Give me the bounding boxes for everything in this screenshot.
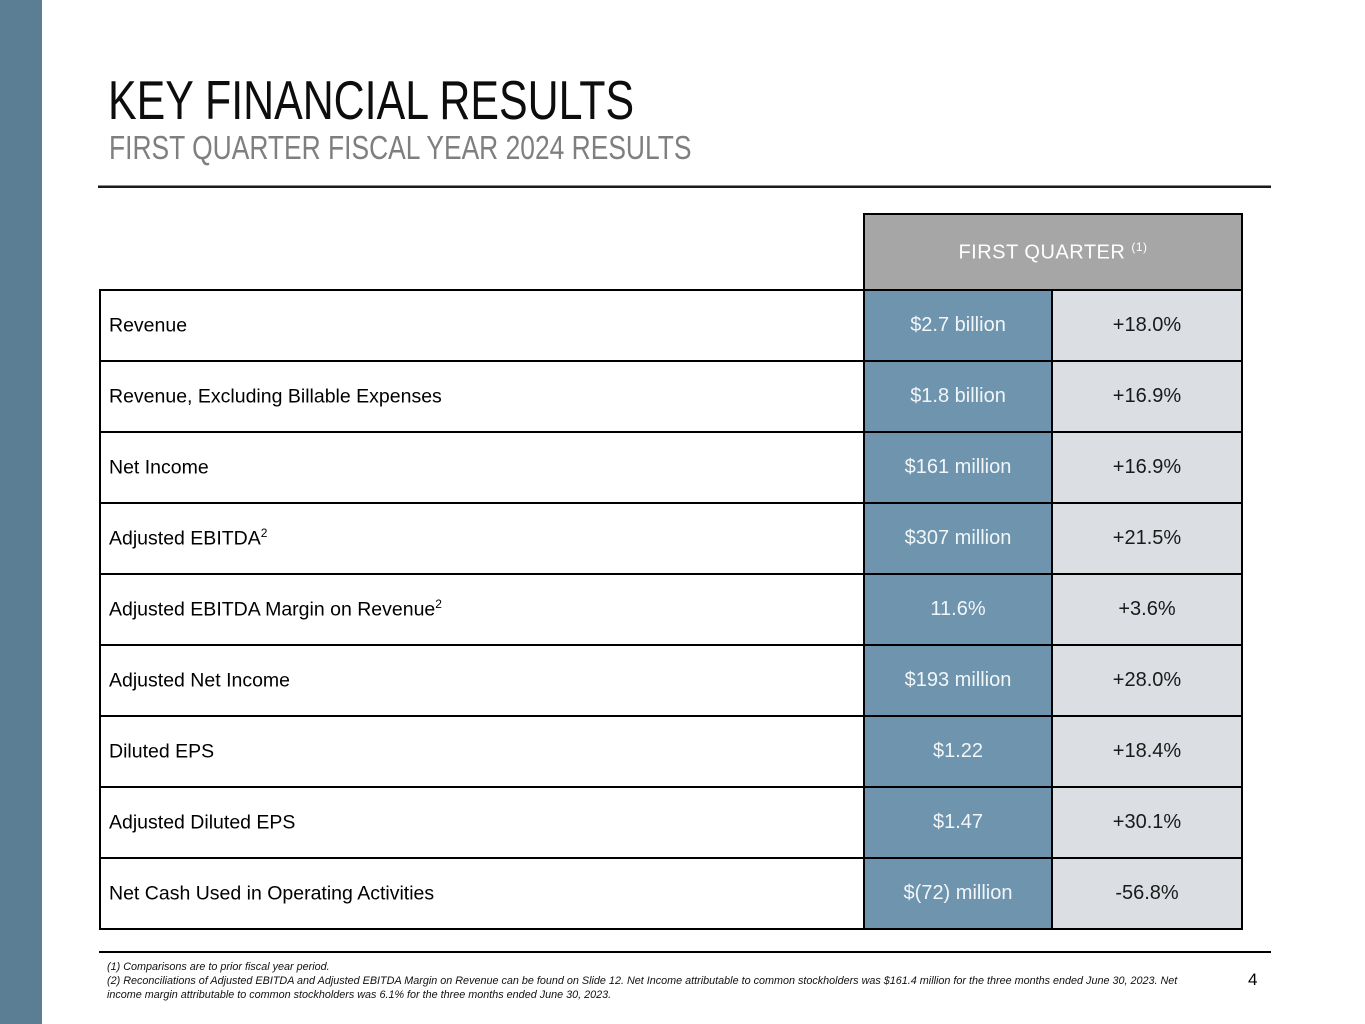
metric-change-cell: +28.0% [1051, 644, 1243, 717]
footnotes: (1) Comparisons are to prior fiscal year… [107, 960, 1212, 1002]
footnote-2: (2) Reconciliations of Adjusted EBITDA a… [107, 975, 1178, 1002]
metric-change-cell: +18.4% [1051, 715, 1243, 788]
metric-label-cell: Diluted EPS [99, 715, 865, 788]
first-quarter-header-cell: FIRST QUARTER (1) [863, 213, 1243, 291]
title-divider [98, 185, 1271, 188]
footnote-divider [99, 951, 1271, 953]
metric-change-cell: -56.8% [1051, 857, 1243, 930]
metric-change-cell: +16.9% [1051, 360, 1243, 433]
metric-change-cell: +30.1% [1051, 786, 1243, 859]
metric-label-cell: Adjusted Diluted EPS [99, 786, 865, 859]
metric-value-cell: $1.8 billion [863, 360, 1053, 433]
left-accent-bar [0, 0, 42, 1024]
table-row: Revenue $2.7 billion +18.0% [99, 289, 1243, 362]
metric-label-cell: Adjusted EBITDA Margin on Revenue2 [99, 573, 865, 646]
table-row: Net Cash Used in Operating Activities $(… [99, 857, 1243, 930]
table-header-row: FIRST QUARTER (1) [100, 213, 1243, 291]
page-number: 4 [1248, 970, 1258, 989]
metric-label-cell: Revenue [99, 289, 865, 362]
metric-value-cell: $1.22 [863, 715, 1053, 788]
metric-value-cell: $(72) million [863, 857, 1053, 930]
footnote-1: (1) Comparisons are to prior fiscal year… [107, 961, 330, 973]
metric-label-cell: Adjusted EBITDA2 [99, 502, 865, 575]
financial-results-table: FIRST QUARTER (1) Revenue $2.7 billion +… [99, 213, 1243, 930]
metric-value-cell: $2.7 billion [863, 289, 1053, 362]
header-label: FIRST QUARTER [958, 241, 1126, 264]
metric-change-cell: +16.9% [1051, 431, 1243, 504]
table-row: Adjusted EBITDA Margin on Revenue2 11.6%… [99, 573, 1243, 646]
metric-label-cell: Net Cash Used in Operating Activities [99, 857, 865, 930]
metric-label-cell: Adjusted Net Income [99, 644, 865, 717]
metric-change-cell: +18.0% [1051, 289, 1243, 362]
metric-value-cell: $161 million [863, 431, 1053, 504]
page-subtitle: FIRST QUARTER FISCAL YEAR 2024 RESULTS [109, 129, 692, 166]
metric-value-cell: $1.47 [863, 786, 1053, 859]
table-row: Adjusted Net Income $193 million +28.0% [99, 644, 1243, 717]
metric-value-cell: $193 million [863, 644, 1053, 717]
metric-label-cell: Net Income [99, 431, 865, 504]
metric-change-cell: +3.6% [1051, 573, 1243, 646]
metric-value-cell: $307 million [863, 502, 1053, 575]
table-row: Net Income $161 million +16.9% [99, 431, 1243, 504]
metric-change-cell: +21.5% [1051, 502, 1243, 575]
table-row: Revenue, Excluding Billable Expenses $1.… [99, 360, 1243, 433]
table-row: Adjusted EBITDA2 $307 million +21.5% [99, 502, 1243, 575]
table-row: Adjusted Diluted EPS $1.47 +30.1% [99, 786, 1243, 859]
header-spacer-cell [100, 214, 864, 290]
table-row: Diluted EPS $1.22 +18.4% [99, 715, 1243, 788]
header-footnote-ref: (1) [1131, 239, 1148, 254]
metric-label-cell: Revenue, Excluding Billable Expenses [99, 360, 865, 433]
metric-value-cell: 11.6% [863, 573, 1053, 646]
page-title: KEY FINANCIAL RESULTS [108, 69, 635, 131]
